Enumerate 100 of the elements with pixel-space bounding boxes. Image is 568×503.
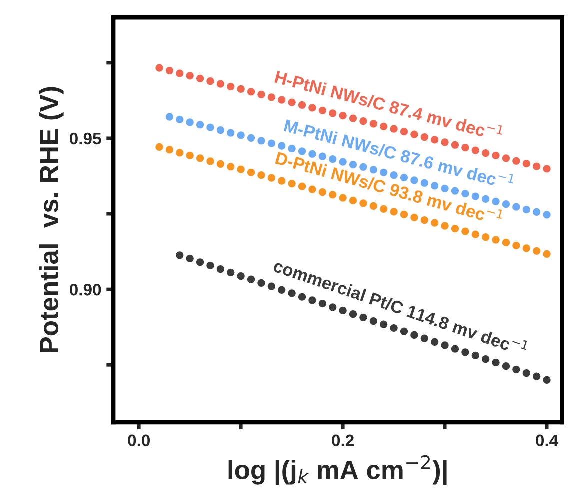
point: [206, 158, 214, 166]
point: [390, 125, 398, 133]
point: [318, 106, 326, 114]
point: [420, 334, 428, 342]
point: [237, 132, 245, 140]
point: [339, 158, 347, 166]
point: [247, 88, 256, 96]
point: [482, 233, 490, 242]
point: [472, 192, 480, 200]
point: [482, 356, 490, 364]
point: [400, 328, 408, 336]
point: [360, 200, 368, 208]
point: [227, 268, 235, 276]
point: [349, 310, 358, 318]
point: [166, 66, 174, 75]
point: [543, 250, 551, 258]
point: [237, 272, 245, 280]
point: [370, 317, 378, 326]
point: [492, 152, 500, 160]
point: [431, 136, 439, 144]
point: [400, 210, 408, 218]
point: [196, 154, 204, 162]
point: [166, 146, 174, 154]
x-tick-label: 0.0: [128, 434, 150, 447]
point: [186, 254, 194, 263]
point: [216, 266, 224, 274]
point: [472, 146, 480, 154]
point: [482, 195, 490, 204]
point: [390, 208, 398, 216]
point: [533, 372, 541, 380]
point: [400, 128, 408, 136]
point: [360, 117, 368, 126]
point: [410, 214, 418, 222]
point: [482, 149, 490, 158]
point: [390, 324, 398, 332]
point: [206, 124, 214, 132]
point: [400, 174, 408, 182]
point: [156, 143, 164, 152]
point: [390, 172, 398, 180]
point: [512, 203, 520, 211]
point: [308, 186, 316, 194]
point: [258, 279, 266, 288]
point: [237, 85, 245, 94]
point: [502, 238, 510, 247]
point: [431, 338, 439, 346]
point: [216, 160, 224, 168]
text: commercial Pt/C 114.8 mv dec$^{−1}$: [272, 256, 530, 357]
point: [186, 118, 194, 126]
point: [360, 314, 368, 322]
point: [349, 114, 358, 122]
point: [431, 219, 439, 227]
point: [543, 211, 551, 219]
point: [370, 202, 378, 210]
point: [247, 276, 256, 284]
point: [329, 110, 337, 118]
point: [268, 94, 276, 102]
point: [533, 208, 541, 216]
y-axis-title: Potential vs. RHE (V): [39, 87, 64, 352]
point: [258, 172, 266, 180]
point: [380, 320, 388, 328]
point: [451, 187, 460, 195]
point: [502, 362, 510, 370]
point: [227, 129, 235, 137]
point: [512, 366, 520, 374]
point: [268, 174, 276, 182]
point: [196, 258, 204, 266]
point: [186, 152, 194, 160]
point: [522, 160, 530, 168]
point: [441, 184, 449, 192]
x-axis-title: log |(j$_{k}$ mA cm$^{−2}$)|: [228, 455, 447, 486]
point: [512, 157, 520, 165]
point: [349, 196, 358, 205]
point: [196, 74, 204, 82]
point: [370, 120, 378, 128]
point: [492, 198, 500, 206]
point: [329, 156, 337, 164]
point: [176, 70, 184, 78]
point: [410, 331, 418, 339]
point: [339, 306, 347, 315]
point: [156, 64, 164, 72]
point: [543, 376, 551, 384]
point: [308, 104, 316, 112]
point: [512, 242, 520, 250]
point: [288, 180, 296, 188]
point: [166, 113, 174, 121]
point: [258, 90, 266, 98]
point: [339, 194, 347, 202]
point: [410, 176, 418, 184]
point: [431, 182, 439, 190]
y-tick-label: 0.95: [70, 132, 102, 145]
point: [441, 138, 449, 146]
point: [441, 342, 449, 350]
point: [533, 247, 541, 255]
point: [462, 228, 470, 236]
point: [522, 369, 530, 378]
point: [451, 225, 460, 233]
point: [410, 130, 418, 138]
point: [227, 163, 235, 171]
point: [298, 101, 306, 110]
point: [451, 345, 460, 353]
